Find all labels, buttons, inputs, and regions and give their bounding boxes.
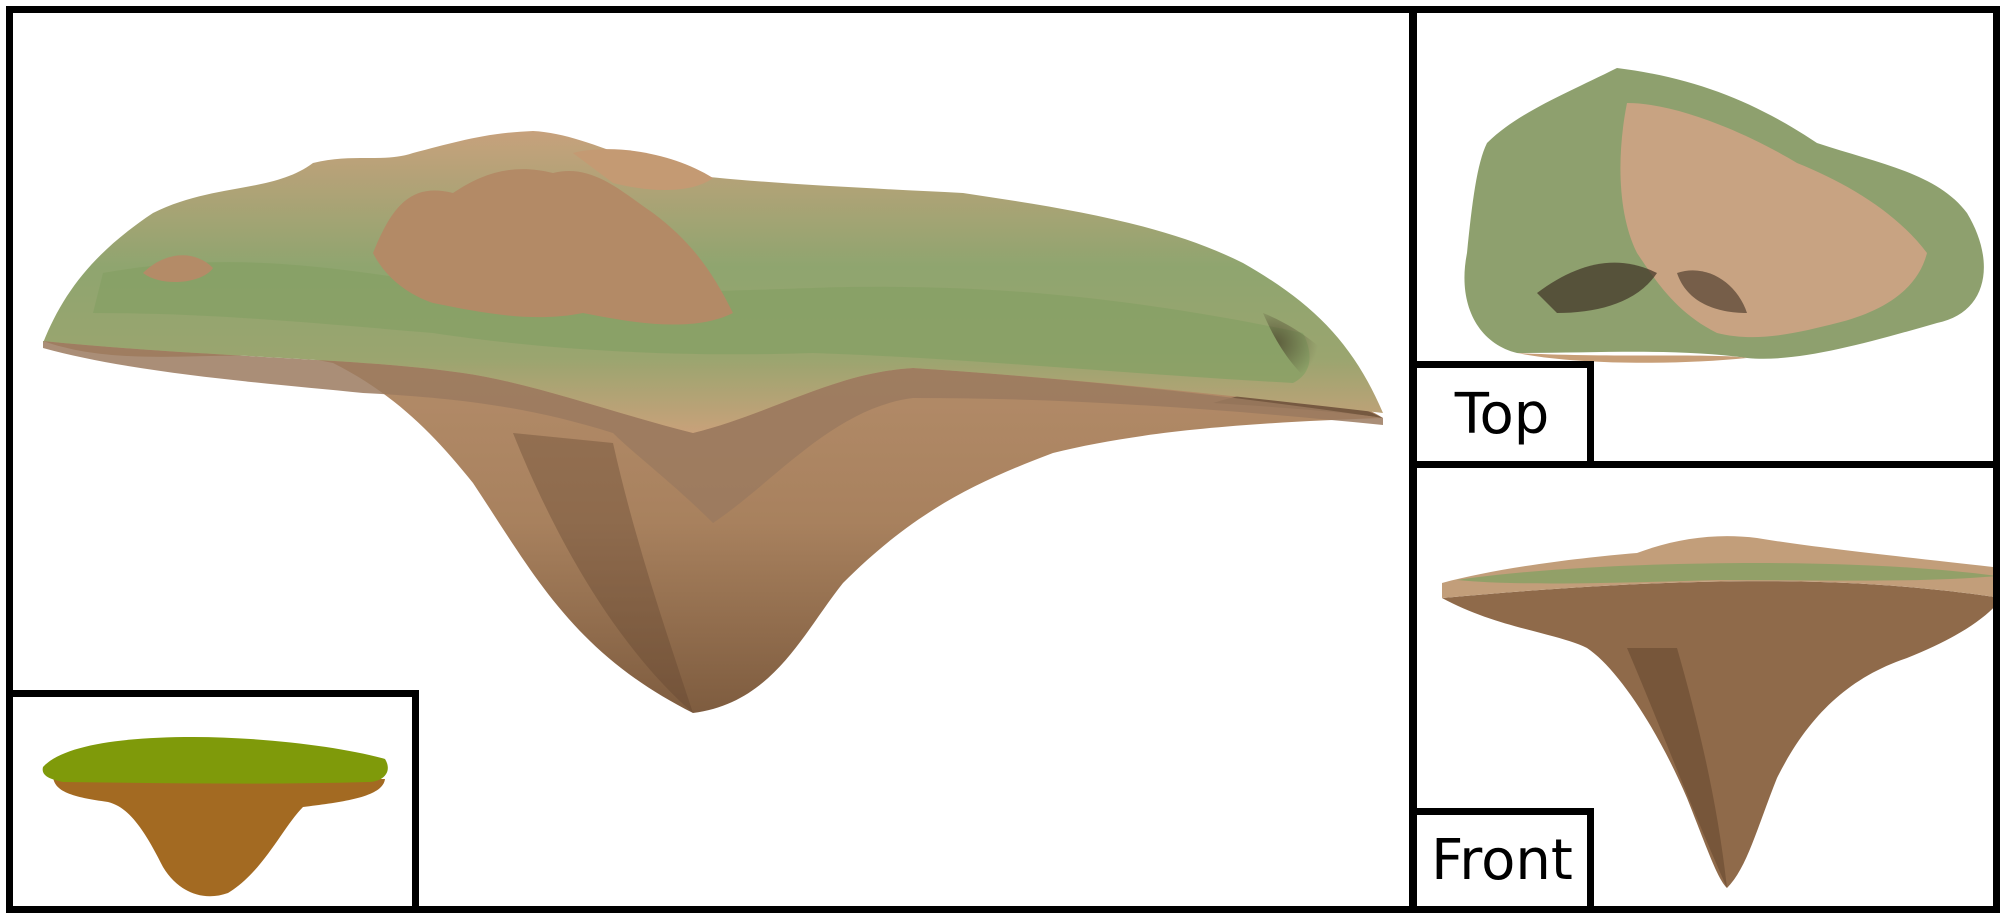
sketch-inset-panel: [6, 690, 419, 913]
island-top-view-render: [1464, 68, 1984, 363]
island-front-view-render: [1442, 536, 1993, 888]
island-sketch: [42, 737, 388, 897]
front-view-panel: Front: [1410, 461, 2000, 913]
floating-island-render: [43, 131, 1383, 713]
top-view-label: Top: [1417, 361, 1594, 461]
sketch-soil: [53, 775, 385, 897]
top-view-panel: Top: [1410, 6, 2000, 468]
island-front-underside: [1442, 581, 1993, 888]
front-view-label: Front: [1417, 808, 1594, 906]
sketch-grass: [42, 737, 388, 784]
perspective-view-panel: [6, 6, 1416, 913]
